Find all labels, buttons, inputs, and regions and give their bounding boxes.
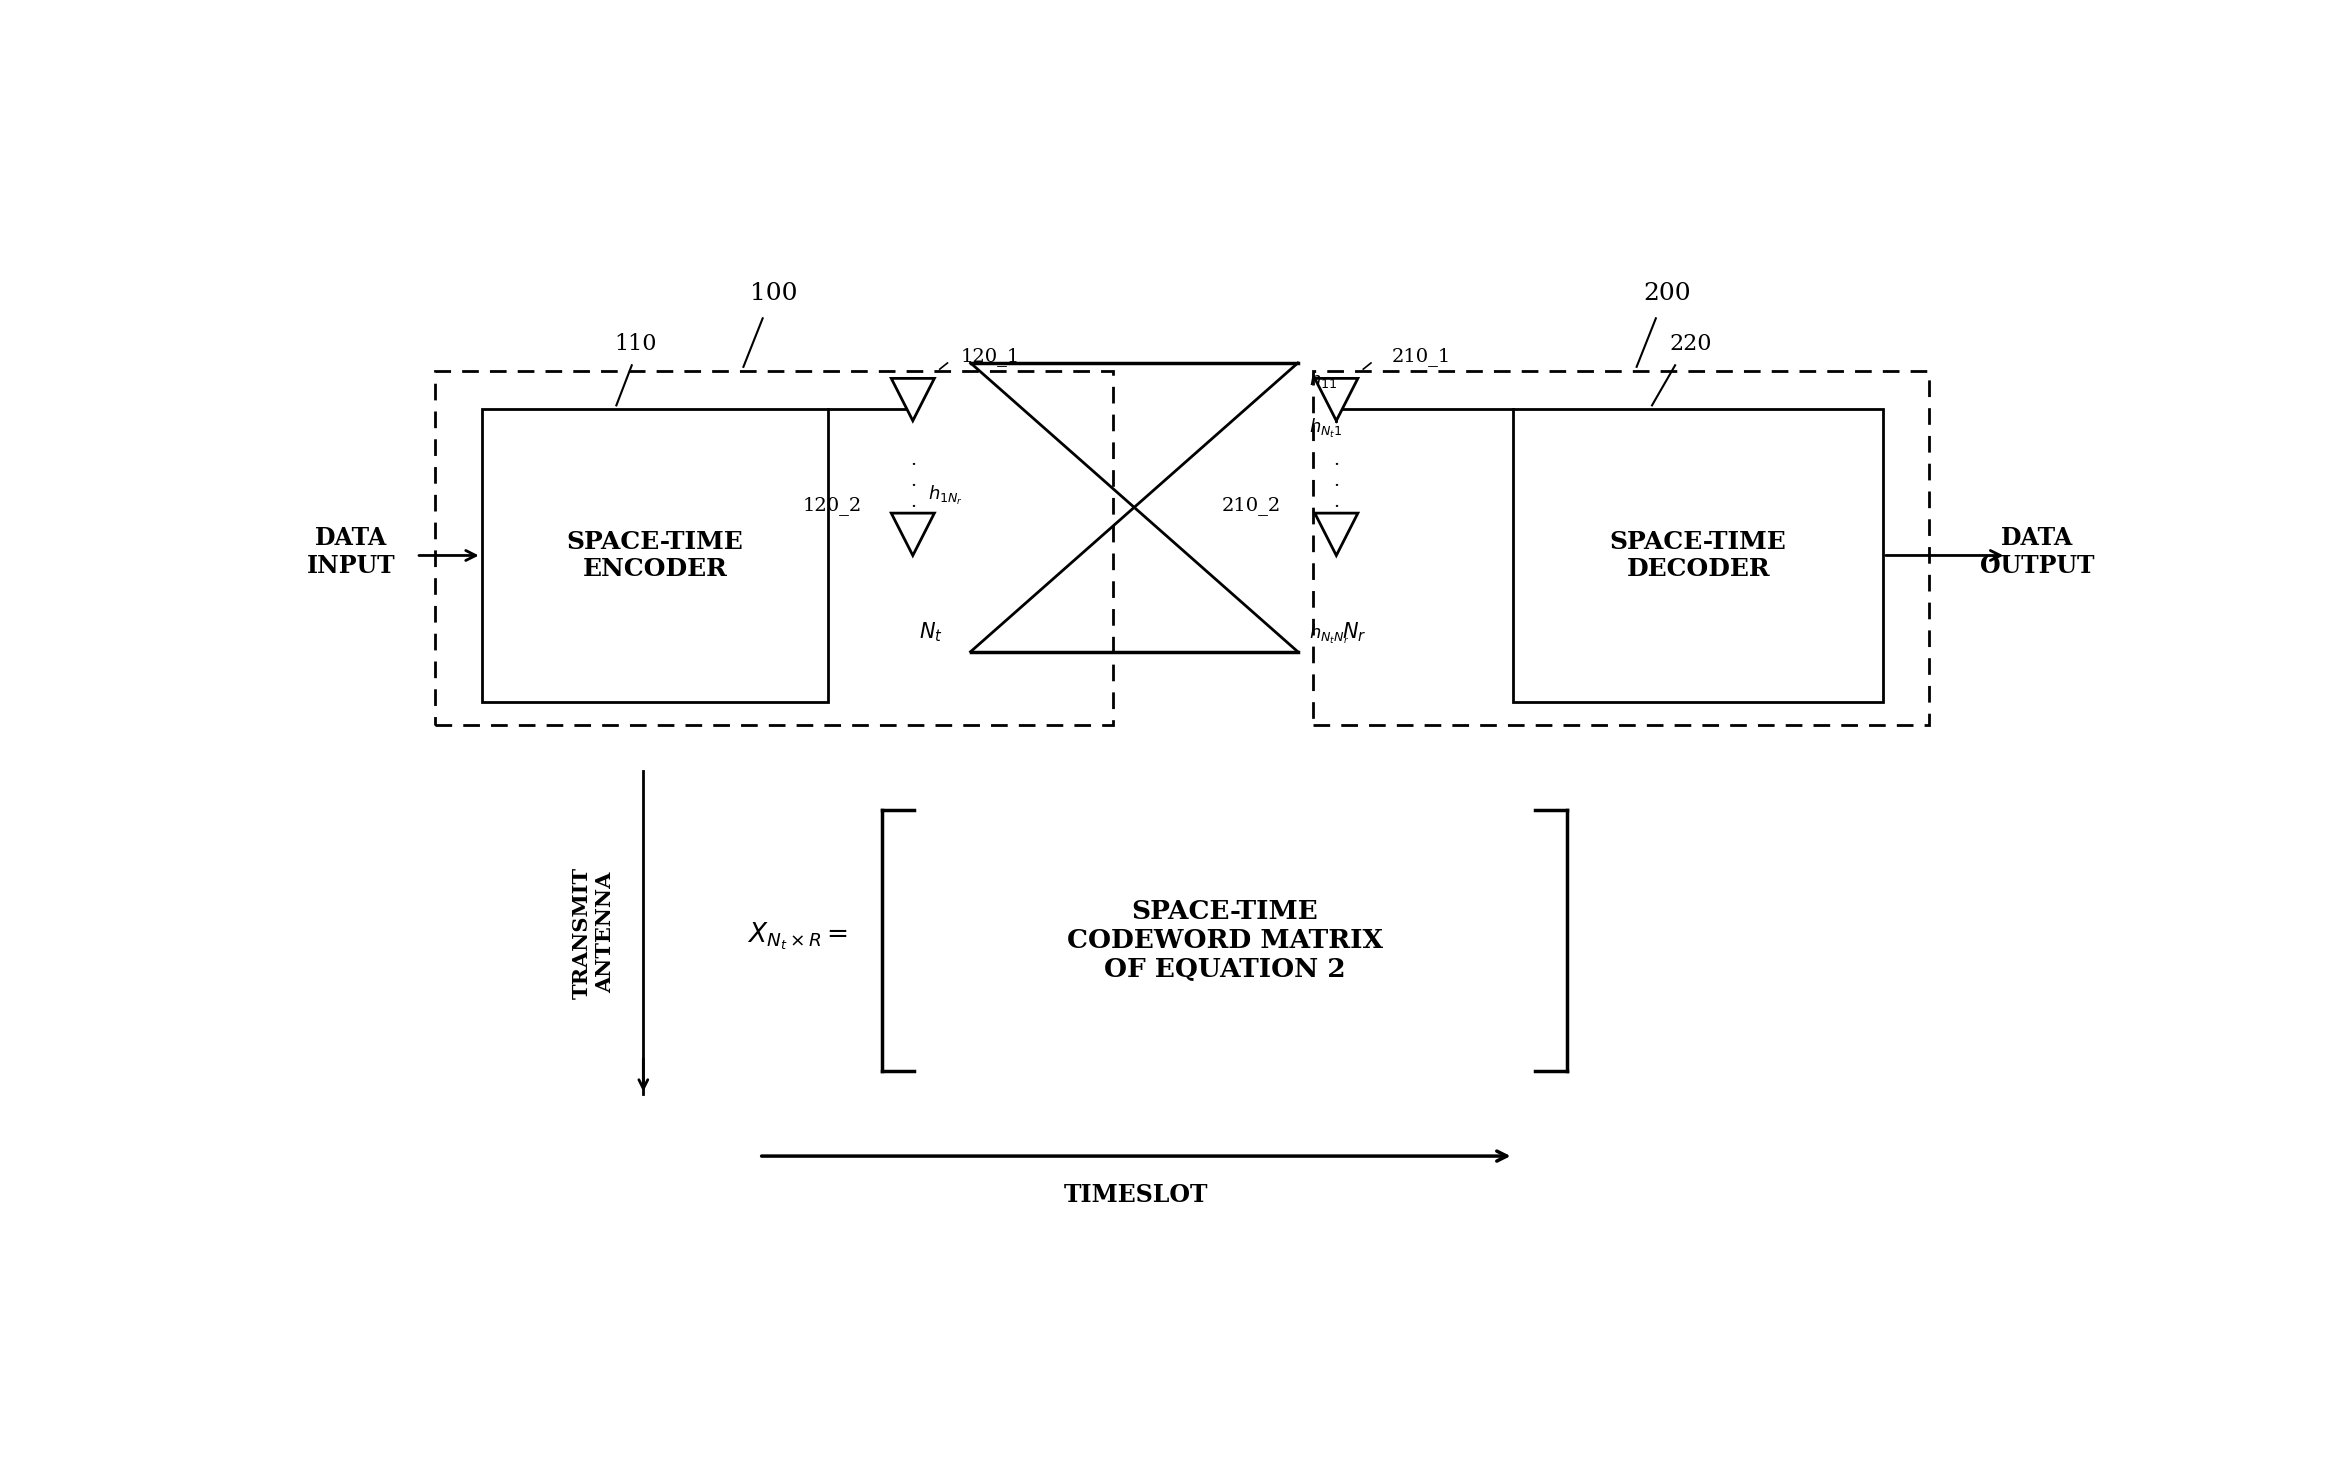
Text: $N_t$: $N_t$ xyxy=(920,621,943,645)
Bar xyxy=(1313,371,1930,724)
Text: $h_{N_t1}$: $h_{N_t1}$ xyxy=(1308,417,1343,440)
Bar xyxy=(435,371,1113,724)
Bar xyxy=(482,409,829,702)
Text: 210_1: 210_1 xyxy=(1392,347,1450,367)
Text: 220: 220 xyxy=(1669,333,1711,355)
Text: TRANSMIT
ANTENNA: TRANSMIT ANTENNA xyxy=(573,867,615,999)
Text: ·
·
·: · · · xyxy=(1334,456,1339,517)
Text: 120_1: 120_1 xyxy=(959,347,1020,367)
Text: 110: 110 xyxy=(615,333,656,355)
Text: $N_r$: $N_r$ xyxy=(1343,621,1367,645)
Polygon shape xyxy=(892,514,934,555)
Text: $h_{1N_r}$: $h_{1N_r}$ xyxy=(929,484,964,508)
Text: $X_{N_t \times R}=$: $X_{N_t \times R}=$ xyxy=(747,921,847,952)
Text: SPACE-TIME
CODEWORD MATRIX
OF EQUATION 2: SPACE-TIME CODEWORD MATRIX OF EQUATION 2 xyxy=(1066,899,1383,982)
Polygon shape xyxy=(892,378,934,421)
Polygon shape xyxy=(1315,378,1357,421)
Text: ·
·
·: · · · xyxy=(910,456,915,517)
Text: 210_2: 210_2 xyxy=(1222,496,1280,515)
Text: SPACE-TIME
DECODER: SPACE-TIME DECODER xyxy=(1611,530,1786,581)
Bar xyxy=(1513,409,1883,702)
Text: DATA
OUTPUT: DATA OUTPUT xyxy=(1979,526,2095,577)
Polygon shape xyxy=(1315,514,1357,555)
Text: $h_{11}$: $h_{11}$ xyxy=(1308,369,1339,390)
Text: 120_2: 120_2 xyxy=(803,496,861,515)
Text: TIMESLOT: TIMESLOT xyxy=(1064,1182,1208,1207)
Text: DATA
INPUT: DATA INPUT xyxy=(307,526,396,577)
Text: SPACE-TIME
ENCODER: SPACE-TIME ENCODER xyxy=(566,530,743,581)
Text: $h_{N_tN_r}$: $h_{N_tN_r}$ xyxy=(1308,623,1350,646)
Text: 200: 200 xyxy=(1644,283,1690,305)
Text: 100: 100 xyxy=(750,283,799,305)
